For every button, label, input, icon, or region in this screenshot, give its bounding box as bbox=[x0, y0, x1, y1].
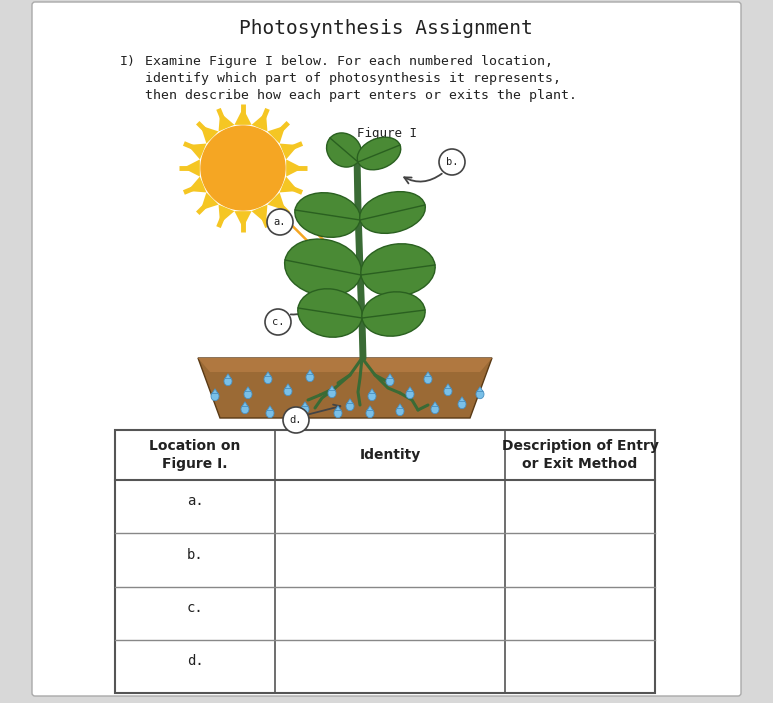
Text: Photosynthesis Assignment: Photosynthesis Assignment bbox=[239, 18, 533, 37]
Polygon shape bbox=[307, 370, 313, 375]
Polygon shape bbox=[234, 211, 251, 228]
FancyBboxPatch shape bbox=[32, 2, 741, 696]
Ellipse shape bbox=[301, 405, 309, 413]
Circle shape bbox=[265, 309, 291, 335]
Polygon shape bbox=[477, 387, 483, 392]
Ellipse shape bbox=[357, 137, 400, 170]
Polygon shape bbox=[251, 112, 267, 131]
Text: c.: c. bbox=[186, 601, 203, 615]
Ellipse shape bbox=[295, 193, 360, 238]
Ellipse shape bbox=[211, 392, 219, 401]
Ellipse shape bbox=[264, 375, 272, 384]
Polygon shape bbox=[459, 396, 465, 401]
Ellipse shape bbox=[284, 239, 362, 296]
Text: Location on
Figure I.: Location on Figure I. bbox=[149, 439, 240, 471]
Polygon shape bbox=[267, 406, 273, 411]
Ellipse shape bbox=[266, 408, 274, 418]
Polygon shape bbox=[367, 406, 373, 411]
Ellipse shape bbox=[328, 389, 336, 398]
Text: d.: d. bbox=[186, 654, 203, 668]
Circle shape bbox=[267, 209, 293, 235]
Ellipse shape bbox=[361, 244, 435, 296]
Polygon shape bbox=[183, 160, 200, 176]
Polygon shape bbox=[200, 126, 219, 143]
Circle shape bbox=[201, 126, 285, 210]
Ellipse shape bbox=[359, 192, 425, 233]
Polygon shape bbox=[387, 374, 393, 378]
Polygon shape bbox=[407, 387, 413, 392]
Ellipse shape bbox=[368, 392, 376, 401]
Text: c.: c. bbox=[272, 317, 284, 327]
Ellipse shape bbox=[224, 377, 232, 386]
Text: identify which part of photosynthesis it represents,: identify which part of photosynthesis it… bbox=[145, 72, 561, 85]
Text: a.: a. bbox=[186, 494, 203, 508]
Polygon shape bbox=[188, 176, 206, 193]
Ellipse shape bbox=[424, 375, 432, 384]
Ellipse shape bbox=[244, 389, 252, 399]
Polygon shape bbox=[286, 160, 303, 176]
Polygon shape bbox=[432, 401, 438, 406]
Polygon shape bbox=[251, 205, 267, 224]
Polygon shape bbox=[397, 404, 403, 408]
Polygon shape bbox=[369, 389, 375, 394]
Polygon shape bbox=[280, 176, 298, 193]
Polygon shape bbox=[267, 193, 285, 210]
Polygon shape bbox=[188, 143, 206, 160]
Ellipse shape bbox=[346, 401, 354, 411]
Polygon shape bbox=[219, 205, 234, 224]
Polygon shape bbox=[198, 358, 492, 418]
Polygon shape bbox=[267, 126, 285, 143]
Ellipse shape bbox=[396, 407, 404, 415]
Ellipse shape bbox=[326, 133, 362, 167]
Polygon shape bbox=[285, 384, 291, 389]
Text: Examine Figure I below. For each numbered location,: Examine Figure I below. For each numbere… bbox=[145, 55, 553, 68]
Polygon shape bbox=[212, 389, 218, 394]
Ellipse shape bbox=[406, 389, 414, 399]
Ellipse shape bbox=[366, 408, 374, 418]
Ellipse shape bbox=[386, 377, 394, 386]
Polygon shape bbox=[335, 406, 341, 411]
Polygon shape bbox=[242, 401, 248, 406]
Polygon shape bbox=[225, 374, 231, 378]
Polygon shape bbox=[245, 387, 251, 392]
Bar bbox=[115, 430, 655, 693]
Polygon shape bbox=[198, 358, 492, 372]
Text: I): I) bbox=[120, 55, 136, 68]
Ellipse shape bbox=[284, 387, 292, 396]
Text: a.: a. bbox=[274, 217, 286, 227]
Ellipse shape bbox=[444, 387, 452, 396]
Ellipse shape bbox=[334, 408, 342, 418]
Polygon shape bbox=[234, 108, 251, 125]
Ellipse shape bbox=[362, 292, 425, 336]
Polygon shape bbox=[280, 143, 298, 160]
Text: d.: d. bbox=[290, 415, 302, 425]
Text: b.: b. bbox=[186, 548, 203, 562]
Circle shape bbox=[439, 149, 465, 175]
Polygon shape bbox=[219, 112, 234, 131]
Ellipse shape bbox=[306, 373, 314, 382]
Circle shape bbox=[283, 407, 309, 433]
Ellipse shape bbox=[476, 389, 484, 399]
Polygon shape bbox=[425, 372, 431, 377]
Polygon shape bbox=[445, 384, 451, 389]
Ellipse shape bbox=[241, 405, 249, 413]
Text: b.: b. bbox=[446, 157, 458, 167]
Polygon shape bbox=[302, 401, 308, 406]
Ellipse shape bbox=[298, 289, 363, 337]
Polygon shape bbox=[265, 372, 271, 377]
Text: Description of Entry
or Exit Method: Description of Entry or Exit Method bbox=[502, 439, 659, 471]
Ellipse shape bbox=[458, 400, 466, 408]
Ellipse shape bbox=[431, 405, 439, 413]
Text: Identity: Identity bbox=[359, 448, 421, 462]
Polygon shape bbox=[347, 399, 353, 404]
Text: Figure I: Figure I bbox=[357, 127, 417, 139]
Text: then describe how each part enters or exits the plant.: then describe how each part enters or ex… bbox=[145, 89, 577, 102]
Polygon shape bbox=[200, 193, 219, 210]
Polygon shape bbox=[329, 386, 335, 391]
